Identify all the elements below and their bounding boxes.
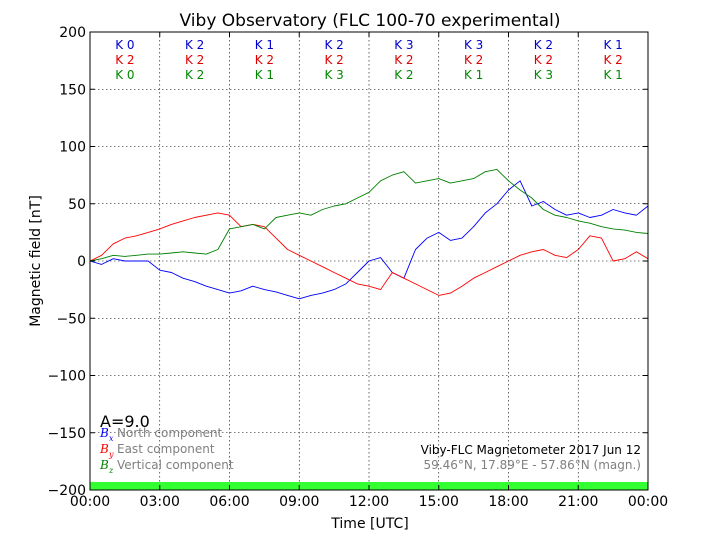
legend-symbol: B [99, 442, 109, 456]
series-line-3 [89, 168, 649, 262]
k-index-value: K 1 [255, 68, 274, 82]
legend-label: Vertical component [117, 458, 234, 472]
k-index-value: K 2 [324, 38, 343, 52]
x-tick-label: 21:00 [558, 494, 598, 510]
series-line-1 [89, 180, 649, 300]
k-index-value: K 2 [115, 53, 134, 67]
y-tick-label: 100 [59, 140, 86, 156]
axis-ticks: 00:00 03:00 06:00 09:00 12:00 15:00 18:00 21:00… [48, 25, 669, 510]
k-index-value: K 2 [464, 53, 483, 67]
y-tick-label: 150 [59, 82, 86, 98]
y-tick-label: −150 [48, 426, 86, 442]
legend-subscript: x [109, 434, 114, 443]
y-tick-label: 200 [59, 25, 86, 41]
y-tick-label: 50 [68, 197, 86, 213]
x-axis-label: Time [UTC] [330, 516, 408, 532]
k-index-value: K 2 [394, 53, 413, 67]
chart-title: Viby Observatory (FLC 100-70 experimenta… [180, 11, 561, 31]
legend-label: East component [117, 442, 215, 456]
legend-symbol: B [99, 458, 109, 472]
y-tick-label: 0 [77, 254, 86, 270]
k-index-value: K 1 [464, 68, 483, 82]
series-layer [89, 168, 649, 300]
k-index-value: K 3 [394, 38, 413, 52]
info-line-2: 59.46°N, 17.89°E - 57.86°N (magn.) [424, 458, 641, 472]
x-tick-label: 00:00 [70, 494, 110, 510]
x-tick-label: 09:00 [279, 494, 319, 510]
k-index-value: K 3 [534, 68, 553, 82]
k-index-value: K 1 [255, 38, 274, 52]
legend-subscript: z [108, 466, 114, 475]
info-line-1: Viby-FLC Magnetometer 2017 Jun 12 [421, 443, 641, 457]
y-tick-label: −50 [56, 311, 86, 327]
k-index-value: K 2 [394, 68, 413, 82]
legend-label: North component [117, 426, 223, 440]
k-index-value: K 0 [115, 68, 134, 82]
x-tick-label: 18:00 [488, 494, 528, 510]
k-index-value: K 2 [324, 53, 343, 67]
k-index-value: K 2 [185, 53, 204, 67]
k-index-value: K 3 [464, 38, 483, 52]
x-tick-label: 06:00 [209, 494, 249, 510]
k-index-value: K 2 [534, 38, 553, 52]
x-tick-label: 12:00 [349, 494, 389, 510]
k-index-value: K 1 [603, 68, 622, 82]
y-tick-label: −100 [48, 369, 86, 385]
x-tick-label: 03:00 [140, 494, 180, 510]
k-index-value: K 1 [603, 38, 622, 52]
series-line-2 [89, 212, 649, 296]
a-index: A=9.0 [100, 412, 150, 431]
k-index-value: K 2 [185, 38, 204, 52]
k-index-value: K 2 [534, 53, 553, 67]
legend-symbol: B [99, 426, 109, 440]
x-tick-label: 15:00 [419, 494, 459, 510]
y-tick-label: −200 [48, 483, 86, 499]
k-index-value: K 0 [115, 38, 134, 52]
y-axis-label: Magnetic field [nT] [28, 195, 44, 327]
k-index-value: K 2 [255, 53, 274, 67]
k-index-value: K 3 [324, 68, 343, 82]
k-index-value: K 2 [603, 53, 622, 67]
k-index-value: K 2 [185, 68, 204, 82]
x-tick-label: 00:00 [628, 494, 668, 510]
legend-subscript: y [108, 450, 114, 459]
